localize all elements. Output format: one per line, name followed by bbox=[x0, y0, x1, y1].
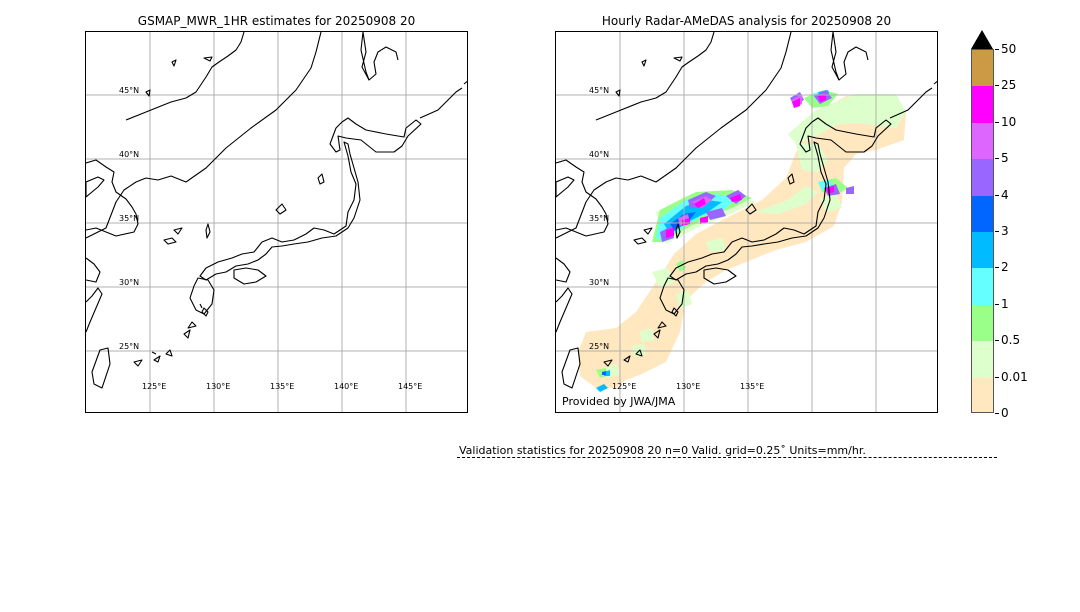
lat-label-45: 45°N bbox=[589, 86, 610, 95]
lon-label-125: 125°E bbox=[142, 382, 167, 391]
colorbar-seg-25-50 bbox=[972, 50, 993, 87]
colorbar-tick-1: 1 bbox=[995, 297, 1009, 311]
colorbar-tick-50: 50 bbox=[995, 42, 1016, 56]
colorbar-tick-0: 0 bbox=[995, 406, 1009, 420]
colorbar-extend-max-triangle bbox=[971, 30, 993, 49]
lat-label-35: 35°N bbox=[589, 214, 610, 223]
coastlines bbox=[556, 32, 937, 389]
colorbar-tick-2: 2 bbox=[995, 260, 1009, 274]
left-map-gsmap: 45°N 40°N 35°N 30°N 25°N 125°E 130°E 135… bbox=[85, 31, 468, 413]
lat-label-40: 40°N bbox=[119, 150, 140, 159]
lat-label-30: 30°N bbox=[119, 278, 140, 287]
lon-label-140: 140°E bbox=[334, 382, 359, 391]
coastlines bbox=[86, 32, 467, 389]
colorbar-seg-1-2 bbox=[972, 268, 993, 305]
lon-label-125: 125°E bbox=[612, 382, 637, 391]
graticule bbox=[556, 32, 937, 412]
colorbar-tick-4: 4 bbox=[995, 188, 1009, 202]
right-map-canvas bbox=[556, 32, 937, 412]
right-map-title: Hourly Radar-AMeDAS analysis for 2025090… bbox=[601, 14, 892, 28]
colorbar bbox=[971, 49, 994, 413]
lon-label-145: 145°E bbox=[398, 382, 423, 391]
precip-field bbox=[578, 90, 906, 392]
colorbar-tick-10: 10 bbox=[995, 115, 1016, 129]
colorbar-seg-5-10 bbox=[972, 122, 993, 160]
colorbar-seg-0.01-0.5 bbox=[972, 341, 993, 378]
graticule bbox=[86, 32, 467, 412]
lat-label-25: 25°N bbox=[589, 342, 610, 351]
data-credit: Provided by JWA/JMA bbox=[562, 395, 676, 408]
dashed-divider bbox=[457, 457, 997, 458]
colorbar-seg-2-3 bbox=[972, 232, 993, 269]
colorbar-seg-10-25 bbox=[972, 86, 993, 123]
lat-label-25: 25°N bbox=[119, 342, 140, 351]
lon-label-135: 135°E bbox=[740, 382, 765, 391]
lon-label-130: 130°E bbox=[676, 382, 701, 391]
colorbar-tick-0.01: 0.01 bbox=[995, 370, 1028, 384]
colorbar-tick-25: 25 bbox=[995, 78, 1016, 92]
colorbar-seg-0.5-1 bbox=[972, 304, 993, 342]
colorbar-seg-0-0.01 bbox=[972, 377, 993, 412]
lon-label-130: 130°E bbox=[206, 382, 231, 391]
colorbar-tick-3: 3 bbox=[995, 224, 1009, 238]
right-map-radar-amedas: 45°N 40°N 35°N 30°N 25°N 125°E 130°E 135… bbox=[555, 31, 938, 413]
colorbar-tick-5: 5 bbox=[995, 151, 1009, 165]
colorbar-seg-4-5 bbox=[972, 159, 993, 196]
lon-label-135: 135°E bbox=[270, 382, 295, 391]
lat-label-40: 40°N bbox=[589, 150, 610, 159]
left-map-canvas bbox=[86, 32, 467, 412]
colorbar-tick-0.5: 0.5 bbox=[995, 333, 1020, 347]
colorbar-seg-3-4 bbox=[972, 195, 993, 232]
validation-statistics: Validation statistics for 20250908 20 n=… bbox=[459, 444, 866, 457]
left-map-title: GSMAP_MWR_1HR estimates for 20250908 20 bbox=[137, 14, 416, 28]
lat-label-45: 45°N bbox=[119, 86, 140, 95]
lat-label-30: 30°N bbox=[589, 278, 610, 287]
lat-label-35: 35°N bbox=[119, 214, 140, 223]
